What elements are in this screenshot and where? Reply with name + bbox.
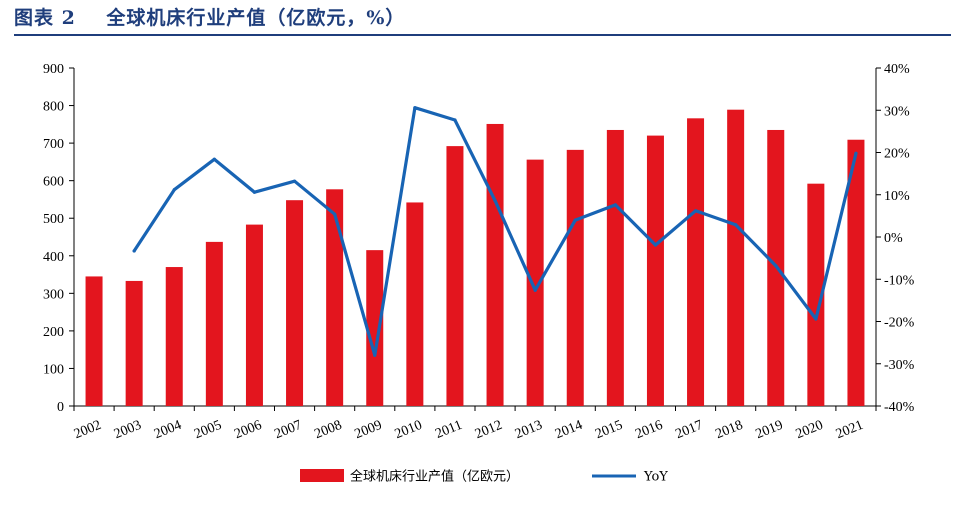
- yoy-point-2020: [814, 317, 818, 321]
- right-axis-tick-label: 10%: [884, 189, 910, 204]
- yoy-point-2014: [573, 218, 577, 222]
- yoy-point-2004: [172, 188, 176, 192]
- right-axis-tick-label: 0%: [884, 231, 903, 246]
- left-axis-tick-label: 100: [43, 362, 64, 377]
- bar-2002: [85, 276, 103, 406]
- x-axis-tick-label: 2017: [673, 418, 705, 442]
- yoy-point-2017: [693, 209, 698, 213]
- bar-2014: [566, 149, 584, 407]
- figure-label: 图表 2: [14, 7, 76, 29]
- bar-2015: [606, 129, 624, 406]
- right-axis-tick-label: -20%: [884, 316, 915, 331]
- x-axis-tick-label: 2009: [353, 418, 385, 442]
- x-axis-tick-label: 2019: [754, 418, 786, 442]
- right-axis-tick-label: -10%: [884, 273, 915, 288]
- bar-2012: [486, 123, 504, 407]
- left-axis-tick-label: 700: [43, 137, 64, 152]
- yoy-point-2013: [533, 288, 537, 292]
- right-axis-tick-label: 20%: [884, 147, 910, 162]
- yoy-point-2003: [132, 249, 136, 253]
- bar-2004: [165, 267, 183, 406]
- bar-2016: [646, 135, 664, 406]
- bar-2003: [125, 280, 143, 406]
- yoy-point-2015: [613, 203, 617, 207]
- x-axis-tick-label: 2016: [633, 418, 665, 442]
- left-axis-tick-label: 0: [57, 400, 64, 415]
- yoy-point-2005: [212, 157, 216, 161]
- yoy-point-2007: [292, 179, 297, 183]
- bar-2017: [687, 118, 705, 406]
- bar-2006: [245, 224, 263, 406]
- x-axis-tick-label: 2011: [433, 418, 464, 442]
- x-axis-tick-label: 2003: [112, 418, 144, 442]
- bar-2008: [326, 189, 344, 406]
- bar-2010: [406, 202, 424, 406]
- legend-label-bar: 全球机床行业产值（亿欧元）: [350, 469, 519, 485]
- left-axis-tick-label: 300: [43, 287, 64, 302]
- x-axis-tick-label: 2010: [393, 418, 425, 442]
- bar-2007: [286, 200, 304, 406]
- left-axis-tick-label: 800: [43, 100, 64, 115]
- x-axis-tick-label: 2002: [72, 418, 104, 442]
- x-axis-tick-label: 2007: [272, 418, 304, 442]
- legend-swatch-bar: [300, 469, 344, 482]
- right-axis-tick-label: 40%: [884, 62, 910, 77]
- yoy-point-2008: [333, 212, 337, 216]
- x-axis-tick-label: 2020: [794, 418, 826, 442]
- bar-2021: [847, 139, 865, 406]
- x-axis-tick-label: 2014: [553, 418, 585, 442]
- figure-title-bar: 图表 2 全球机床行业产值（亿欧元，%）: [14, 0, 950, 34]
- left-axis-tick-label: 600: [43, 175, 64, 190]
- x-axis-tick-label: 2005: [192, 418, 224, 442]
- bar-2018: [727, 109, 745, 406]
- bar-2011: [446, 146, 464, 407]
- right-axis-tick-label: 30%: [884, 104, 910, 119]
- x-axis-tick-label: 2018: [714, 418, 746, 442]
- yoy-point-2016: [653, 243, 658, 247]
- title-divider: [14, 34, 951, 36]
- yoy-point-2006: [252, 190, 257, 194]
- yoy-point-2009: [373, 353, 377, 357]
- left-axis-tick-label: 900: [43, 62, 64, 77]
- yoy-point-2021: [854, 151, 858, 155]
- figure-title: 图表 2 全球机床行业产值（亿欧元，%）: [14, 3, 405, 30]
- left-axis-tick-label: 500: [43, 212, 64, 227]
- yoy-point-2010: [413, 106, 417, 110]
- yoy-point-2011: [453, 118, 457, 122]
- figure-title-text: 全球机床行业产值（亿欧元，%）: [106, 7, 406, 29]
- bar-2009: [366, 250, 384, 406]
- x-axis-tick-label: 2021: [834, 418, 866, 442]
- bar-2020: [807, 183, 825, 406]
- right-axis-tick-label: -40%: [884, 400, 915, 415]
- x-axis-tick-label: 2008: [313, 418, 345, 442]
- x-axis-tick-label: 2012: [473, 418, 505, 442]
- legend-label-line: YoY: [643, 470, 668, 485]
- bar-2005: [205, 241, 223, 406]
- yoy-point-2012: [493, 199, 497, 203]
- left-axis-tick-label: 200: [43, 325, 64, 340]
- bar-2013: [526, 159, 544, 406]
- x-axis-tick-label: 2006: [232, 418, 264, 442]
- x-axis-tick-label: 2015: [593, 418, 625, 442]
- x-axis-tick-label: 2013: [513, 418, 545, 442]
- x-axis-tick-label: 2004: [152, 418, 184, 442]
- yoy-point-2018: [734, 223, 738, 227]
- right-axis-tick-label: -30%: [884, 358, 915, 373]
- left-axis-tick-label: 400: [43, 250, 64, 265]
- yoy-point-2019: [774, 264, 778, 268]
